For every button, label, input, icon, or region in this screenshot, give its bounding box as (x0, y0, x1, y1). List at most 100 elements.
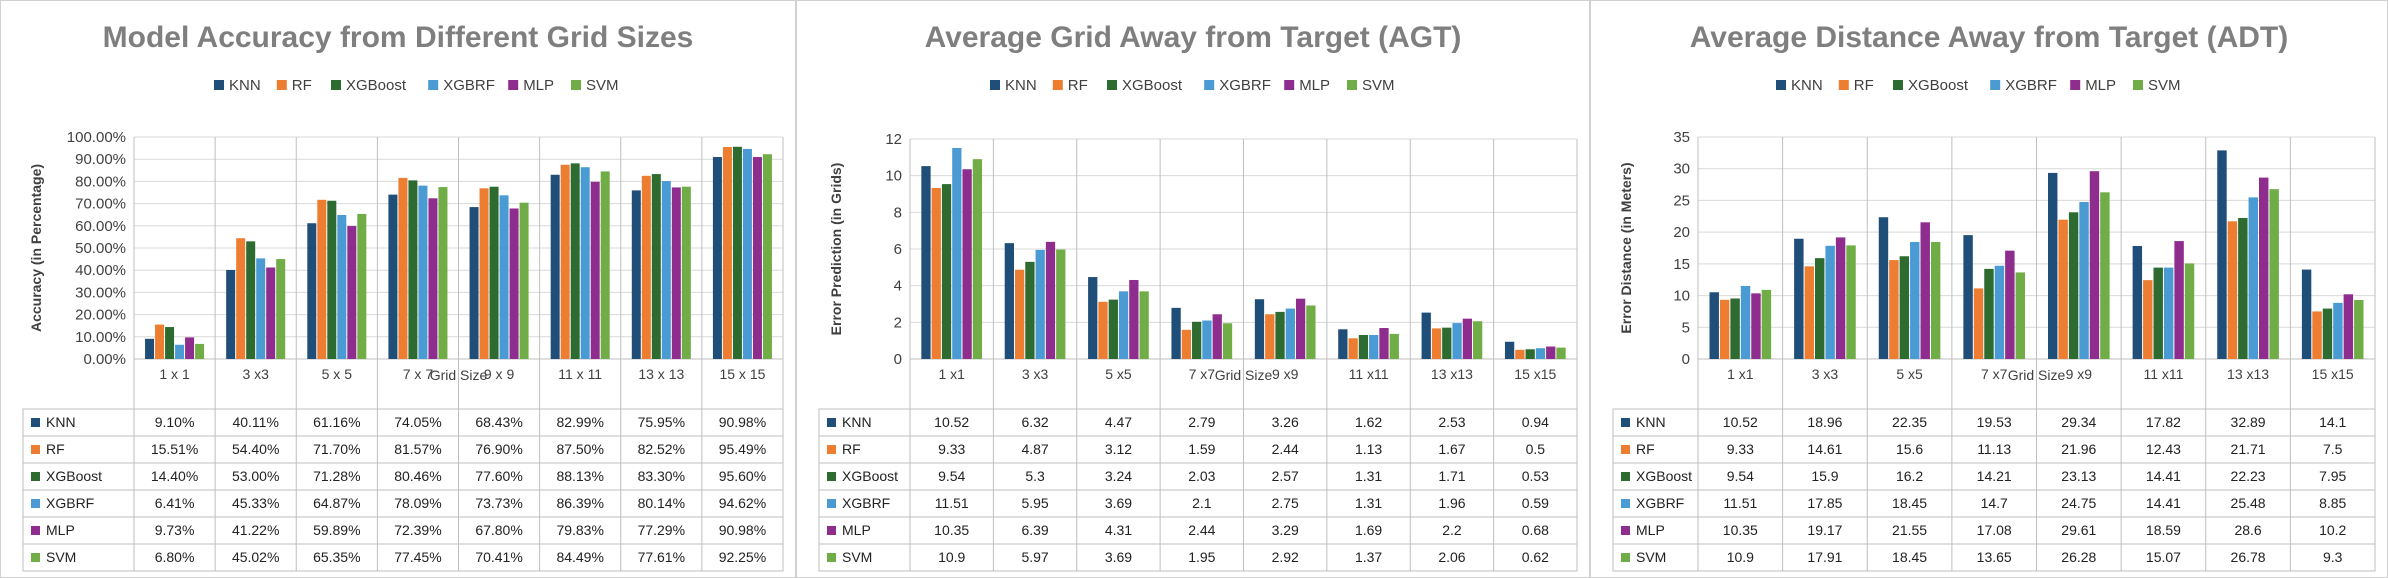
table-cell: 14.41 (2146, 468, 2181, 484)
x-tick-label: 1 x 1 (159, 366, 190, 382)
table-cell: 11.51 (935, 495, 969, 511)
bar-knn (1504, 341, 1515, 359)
bar-rf (2312, 311, 2322, 359)
table-series-label: MLP (1636, 522, 1665, 538)
bar-xgbrf (2163, 267, 2174, 359)
x-tick-label: 15 x15 (2312, 366, 2354, 382)
table-cell: 2.75 (1272, 495, 1299, 511)
table-series-label: RF (1636, 441, 1655, 457)
table-cell: 29.34 (2061, 414, 2096, 430)
y-tick-label: 6 (894, 241, 902, 258)
table-cell: 75.95% (638, 414, 685, 430)
table-cell: 40.11% (232, 414, 278, 430)
bar-xgbrf (1118, 291, 1129, 359)
bar-xgbrf (1369, 334, 1379, 359)
table-cell: 9.33 (1727, 441, 1754, 457)
table-cell: 1.31 (1355, 495, 1382, 511)
table-series-label: XGBoost (1636, 468, 1692, 484)
table-cell: 77.45% (394, 549, 441, 565)
bar-rf (1098, 301, 1108, 359)
table-cell: 10.35 (934, 522, 969, 538)
bar-svm (1846, 245, 1856, 359)
bar-rf (1804, 266, 1815, 359)
chart-panel-accuracy[interactable]: Model Accuracy from Different Grid Sizes… (0, 0, 796, 578)
bar-svm (2269, 189, 2279, 359)
table-cell: 1.69 (1355, 522, 1382, 538)
bar-knn (2132, 245, 2143, 359)
y-tick-label: 12 (885, 131, 902, 148)
bar-mlp (962, 169, 972, 359)
bar-xgbrf (175, 344, 185, 359)
bar-svm (1930, 241, 1941, 359)
table-cell: 2.1 (1192, 495, 1212, 511)
bar-knn (1088, 277, 1098, 359)
chart-panel-agt[interactable]: Average Grid Away from Target (AGT) KNN RF… (796, 0, 1590, 578)
table-key-swatch (31, 472, 40, 481)
legend-swatch-xgbrf (1204, 80, 1215, 90)
table-cell: 90.98% (719, 522, 766, 538)
bar-xgbrf (2248, 197, 2258, 359)
legend-swatch-rf (1052, 80, 1063, 90)
table-cell: 74.05% (394, 414, 441, 430)
legend-swatch-rf (1838, 80, 1849, 90)
bar-xgboost (1025, 261, 1035, 359)
legend-label-svm: SVM (2148, 77, 2181, 94)
x-axis-title: Grid Size (1215, 367, 1273, 383)
table-cell: 88.13% (556, 468, 603, 484)
table-cell: 3.12 (1105, 441, 1132, 457)
table-cell: 77.29% (638, 522, 685, 538)
table-cell: 7.95 (2319, 468, 2346, 484)
legend-swatch-xgbrf (1990, 80, 2001, 90)
table-cell: 45.02% (232, 549, 279, 565)
bar-mlp (509, 208, 519, 359)
bar-mlp (1546, 346, 1556, 359)
bar-svm (519, 202, 529, 359)
table-cell: 1.67 (1438, 441, 1465, 457)
bar-xgboost (246, 241, 256, 359)
table-key-swatch (827, 526, 836, 535)
table-series-label: MLP (46, 522, 75, 538)
table-cell: 77.61% (638, 549, 685, 565)
bar-rf (155, 324, 165, 359)
bar-svm (1556, 347, 1566, 359)
table-cell: 4.47 (1105, 414, 1132, 430)
legend-label-knn: KNN (1005, 77, 1037, 94)
table-series-label: XGBRF (842, 495, 890, 511)
x-tick-label: 7 x 7 (403, 366, 434, 382)
legend-swatch-xgboost (1893, 80, 1903, 90)
legend-label-mlp: MLP (2085, 77, 2116, 94)
x-tick-label: 5 x5 (1105, 366, 1132, 382)
table-key-swatch (827, 445, 836, 454)
table-cell: 26.78 (2231, 549, 2266, 565)
chart-panel-adt[interactable]: Average Distance Away from Target (ADT) K… (1590, 0, 2388, 578)
table-cell: 76.90% (475, 441, 522, 457)
bar-mlp (2089, 171, 2100, 359)
bar-xgbrf (1535, 348, 1546, 359)
y-tick-label: 2 (894, 314, 902, 331)
table-cell: 54.40% (232, 441, 279, 457)
table-series-label: XGBRF (1636, 495, 1684, 511)
legend-label-rf: RF (292, 77, 312, 94)
table-cell: 4.87 (1021, 441, 1048, 457)
y-tick-label: 30.00% (75, 284, 126, 301)
table-cell: 19.53 (1977, 414, 2012, 430)
bar-knn (1963, 235, 1973, 359)
bar-xgbrf (1994, 265, 2005, 359)
bar-rf (1014, 269, 1025, 359)
table-series-label: MLP (842, 522, 871, 538)
y-tick-label: 4 (894, 278, 902, 295)
bar-xgboost (1815, 258, 1825, 359)
y-tick-label: 90.00% (75, 151, 126, 168)
table-series-label: XGBoost (46, 468, 102, 484)
table-cell: 80.14% (638, 495, 685, 511)
chart-title: Average Grid Away from Target (AGT) (925, 21, 1462, 54)
table-cell: 14.21 (1977, 468, 2012, 484)
bar-xgboost (732, 146, 742, 359)
table-cell: 71.70% (313, 441, 360, 457)
table-cell: 0.62 (1522, 549, 1549, 565)
bar-rf (722, 147, 732, 359)
bar-knn (1254, 299, 1265, 359)
legend-label-rf: RF (1854, 77, 1874, 94)
x-tick-label: 13 x13 (1431, 366, 1473, 382)
table-cell: 1.95 (1188, 549, 1215, 565)
